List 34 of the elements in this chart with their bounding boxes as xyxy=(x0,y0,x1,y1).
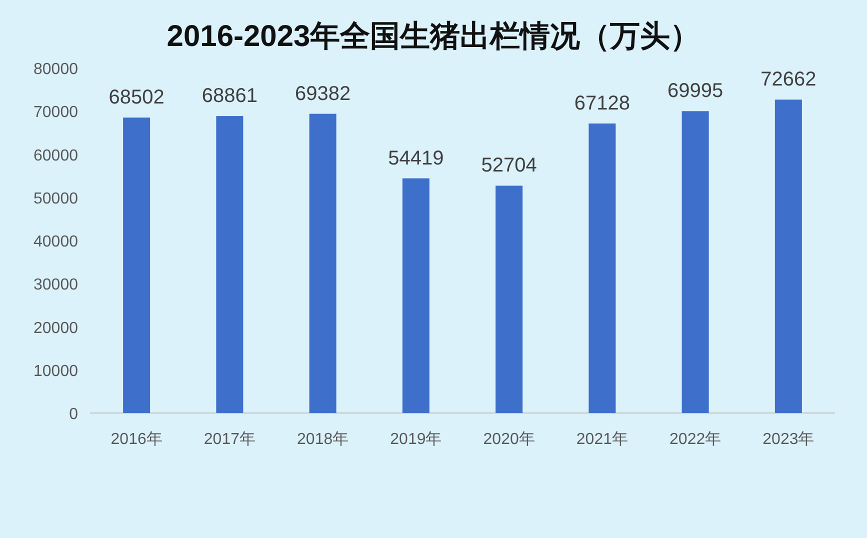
bar xyxy=(216,116,244,413)
y-tick-label: 10000 xyxy=(34,362,78,380)
chart-title: 2016-2023年全国生猪出栏情况（万头） xyxy=(166,20,700,53)
bar xyxy=(588,124,616,413)
bar xyxy=(402,178,430,413)
x-tick-label: 2017年 xyxy=(204,431,256,448)
y-tick-label: 60000 xyxy=(34,147,78,164)
y-tick-label: 70000 xyxy=(34,104,78,122)
x-tick-label: 2019年 xyxy=(390,431,442,448)
data-label: 52704 xyxy=(481,154,537,177)
bar xyxy=(123,118,150,413)
data-label: 54419 xyxy=(388,147,444,170)
x-tick-label: 2021年 xyxy=(576,431,628,448)
bar xyxy=(309,114,336,413)
data-label: 68861 xyxy=(202,85,258,108)
bar xyxy=(496,186,523,413)
y-tick-label: 30000 xyxy=(34,276,78,294)
x-tick-label: 2018年 xyxy=(297,431,349,448)
data-label: 69995 xyxy=(668,80,724,102)
y-tick-label: 0 xyxy=(69,406,78,423)
data-label: 67128 xyxy=(574,92,630,115)
x-tick-label: 2016年 xyxy=(110,431,162,448)
data-label: 72662 xyxy=(760,68,816,91)
bar xyxy=(682,111,709,413)
data-label: 68502 xyxy=(108,86,164,109)
y-tick-label: 40000 xyxy=(34,234,78,250)
data-label: 69382 xyxy=(295,82,351,105)
y-tick-label: 20000 xyxy=(34,320,78,337)
y-tick-label: 80000 xyxy=(34,61,78,78)
y-tick-label: 50000 xyxy=(34,190,78,208)
x-tick-label: 2022年 xyxy=(670,431,722,448)
bar xyxy=(774,100,802,413)
x-tick-label: 2023年 xyxy=(762,431,814,448)
x-tick-label: 2020年 xyxy=(483,431,535,448)
